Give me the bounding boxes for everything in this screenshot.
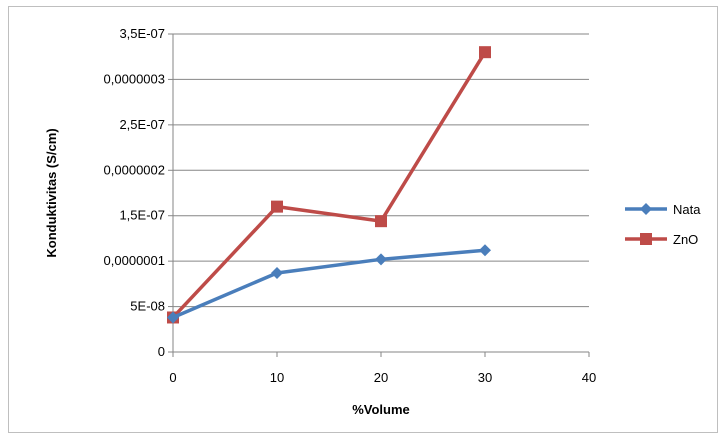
data-point-zno bbox=[271, 200, 283, 213]
data-point-nata bbox=[167, 311, 179, 324]
data-point-zno bbox=[479, 46, 491, 59]
series-line-zno bbox=[171, 51, 487, 319]
y-tick-label: 2,5E-07 bbox=[119, 117, 165, 132]
y-tick-labels: 0 5E-08 0,0000001 1,5E-07 0,0000002 2,5E-07 0,… bbox=[104, 26, 165, 359]
data-point-nata bbox=[375, 253, 387, 266]
x-tick-label: 40 bbox=[582, 370, 596, 385]
data-point-zno bbox=[375, 215, 387, 228]
axes bbox=[168, 33, 590, 357]
series-nata bbox=[167, 244, 491, 324]
y-tick-label: 0,0000002 bbox=[104, 162, 165, 177]
legend-item-nata: Nata bbox=[625, 202, 701, 217]
x-tick-label: 0 bbox=[169, 370, 176, 385]
y-tick-label: 1,5E-07 bbox=[119, 208, 165, 223]
legend-item-zno: ZnO bbox=[625, 232, 698, 247]
line-chart: 0 5E-08 0,0000001 1,5E-07 0,0000002 2,5E-07 0,… bbox=[44, 26, 701, 417]
chart-frame: 0 5E-08 0,0000001 1,5E-07 0,0000002 2,5E-07 0,… bbox=[8, 6, 718, 433]
legend: Nata ZnO bbox=[625, 202, 701, 247]
legend-swatch-marker bbox=[640, 233, 652, 245]
series-layer bbox=[167, 46, 491, 324]
y-tick-label: 3,5E-07 bbox=[119, 26, 165, 41]
legend-label: ZnO bbox=[673, 232, 698, 247]
series-line-nata bbox=[172, 248, 486, 320]
y-tick-label: 0,0000003 bbox=[104, 71, 165, 86]
y-tick-label: 0 bbox=[158, 344, 165, 359]
y-tick-label: 0,0000001 bbox=[104, 253, 165, 268]
legend-label: Nata bbox=[673, 202, 701, 217]
x-tick-labels: 0 10 20 30 40 bbox=[169, 370, 596, 385]
y-tick-label: 5E-08 bbox=[130, 299, 165, 314]
x-axis-title: %Volume bbox=[352, 402, 410, 417]
data-point-nata bbox=[271, 266, 283, 279]
y-axis-title: Konduktivitas (S/cm) bbox=[44, 128, 59, 257]
gridlines bbox=[173, 33, 589, 308]
legend-swatch-marker bbox=[640, 203, 652, 215]
x-tick-label: 10 bbox=[270, 370, 284, 385]
x-tick-label: 20 bbox=[374, 370, 388, 385]
series-zno bbox=[167, 46, 491, 324]
x-tick-label: 30 bbox=[478, 370, 492, 385]
data-point-nata bbox=[479, 244, 491, 257]
